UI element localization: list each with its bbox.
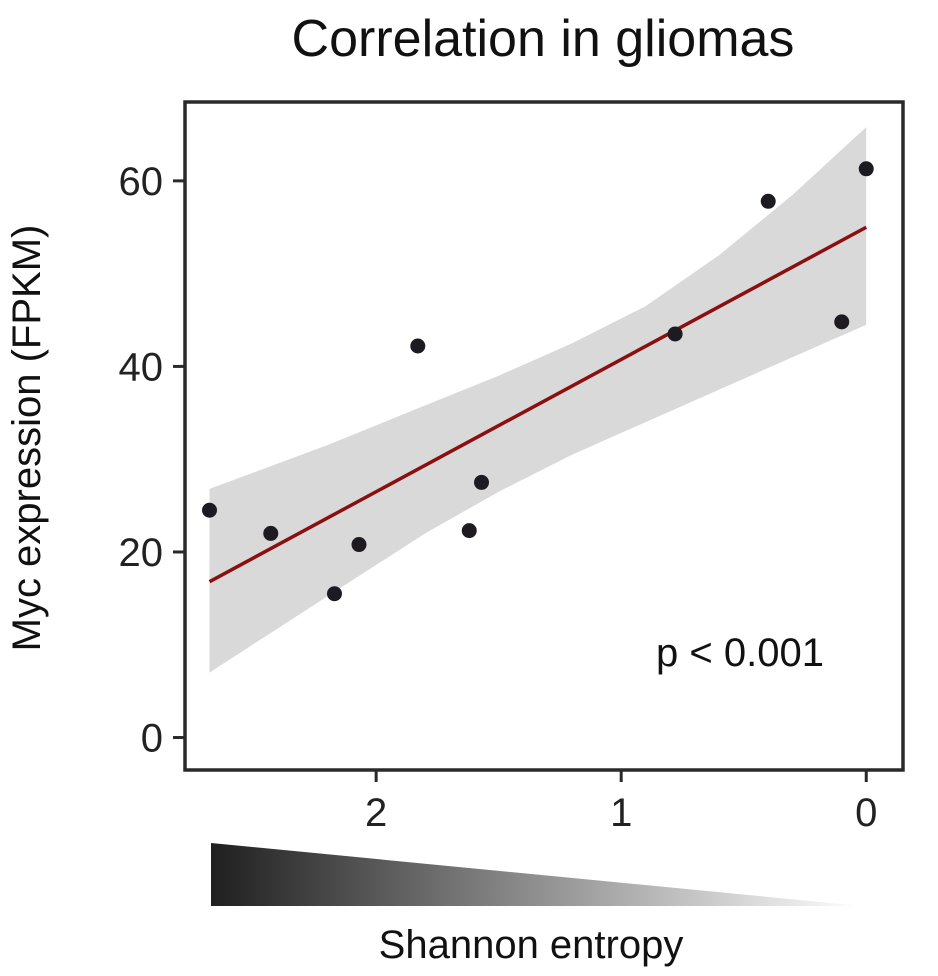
data-point-7 (474, 474, 490, 490)
data-point-10 (834, 314, 850, 330)
data-point-1 (202, 502, 218, 518)
y-axis: 0 20 40 60 (119, 160, 185, 761)
entropy-gradient-wedge (211, 843, 862, 906)
data-point-4 (351, 537, 367, 553)
data-point-5 (410, 338, 426, 354)
y-tick-label-60: 60 (119, 160, 164, 204)
data-points (202, 161, 874, 602)
p-value-annotation: p < 0.001 (656, 631, 824, 675)
data-point-9 (760, 193, 776, 209)
y-tick-label-40: 40 (119, 345, 164, 389)
data-point-3 (326, 586, 342, 602)
x-axis-title: Shannon entropy (379, 923, 684, 967)
y-tick-label-0: 0 (141, 717, 163, 761)
x-tick-label-2: 2 (365, 791, 387, 835)
confidence-band (209, 127, 867, 673)
x-tick-label-0: 0 (855, 791, 877, 835)
data-point-6 (461, 523, 477, 539)
y-axis-title: Myc expression (FPKM) (5, 225, 49, 652)
x-axis: 2 1 0 (365, 770, 877, 835)
data-point-2 (263, 525, 279, 541)
x-tick-label-1: 1 (610, 791, 632, 835)
plot-frame (183, 100, 905, 772)
data-point-8 (667, 326, 683, 342)
data-point-11 (858, 161, 874, 177)
y-tick-label-20: 20 (119, 531, 164, 575)
regression-line (208, 225, 868, 584)
chart-title: Correlation in gliomas (292, 10, 795, 68)
